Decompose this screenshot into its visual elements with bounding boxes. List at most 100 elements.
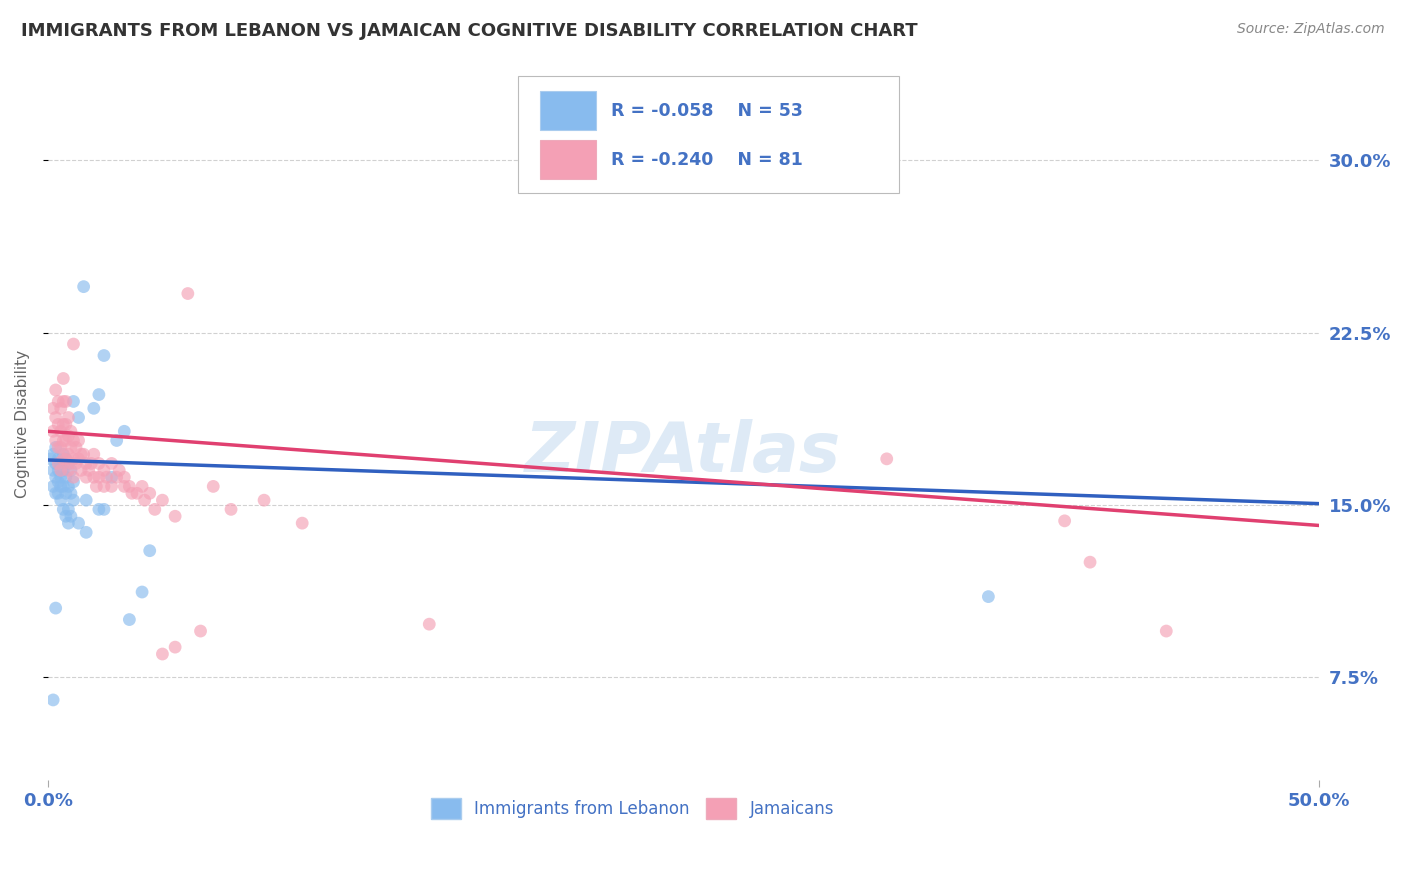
Point <box>46 394 69 409</box>
Point <box>49 401 72 416</box>
Point <box>45 383 67 397</box>
Point <box>100 470 122 484</box>
Point <box>58 516 80 530</box>
Point <box>112 479 135 493</box>
Point <box>46 475 69 489</box>
Point <box>52 479 75 493</box>
Point <box>83 401 105 416</box>
Point <box>49 493 72 508</box>
Text: R = -0.058    N = 53: R = -0.058 N = 53 <box>612 102 803 120</box>
Point <box>46 463 69 477</box>
Point <box>52 447 75 461</box>
Point <box>108 463 131 477</box>
Point <box>83 447 105 461</box>
Point <box>72 447 94 461</box>
Point <box>42 463 65 477</box>
Point <box>152 493 174 508</box>
Point <box>93 349 115 363</box>
Point <box>45 457 67 471</box>
Point <box>52 502 75 516</box>
Point <box>138 543 160 558</box>
Point <box>45 601 67 615</box>
Point <box>100 457 122 471</box>
Point <box>58 410 80 425</box>
Point <box>131 585 153 599</box>
Point <box>59 486 82 500</box>
Point <box>52 451 75 466</box>
Point <box>45 441 67 455</box>
Point <box>67 451 90 466</box>
Point <box>62 451 84 466</box>
Point <box>87 387 110 401</box>
Point <box>86 479 108 493</box>
Point <box>75 525 97 540</box>
Point <box>131 479 153 493</box>
Point <box>418 617 440 632</box>
Point <box>46 451 69 466</box>
Point <box>65 441 87 455</box>
Point <box>87 502 110 516</box>
Point <box>75 493 97 508</box>
Point <box>59 463 82 477</box>
Text: R = -0.240    N = 81: R = -0.240 N = 81 <box>612 151 803 169</box>
Point <box>121 486 143 500</box>
Point <box>55 434 77 448</box>
Point <box>49 425 72 439</box>
Point <box>876 451 898 466</box>
Point <box>70 463 93 477</box>
Point <box>46 486 69 500</box>
Point <box>202 479 225 493</box>
Point <box>52 463 75 477</box>
Point <box>55 486 77 500</box>
Point <box>1078 555 1101 569</box>
Y-axis label: Cognitive Disability: Cognitive Disability <box>15 351 30 499</box>
FancyBboxPatch shape <box>540 91 596 129</box>
Point <box>67 410 90 425</box>
Point <box>62 337 84 351</box>
Point <box>55 451 77 466</box>
Point <box>62 394 84 409</box>
Point <box>58 447 80 461</box>
Legend: Immigrants from Lebanon, Jamaicans: Immigrants from Lebanon, Jamaicans <box>425 792 841 825</box>
Point <box>165 509 187 524</box>
Point <box>49 463 72 477</box>
Point <box>72 279 94 293</box>
Point <box>46 441 69 455</box>
Point <box>93 463 115 477</box>
Point <box>45 434 67 448</box>
Point <box>58 429 80 443</box>
Point <box>87 457 110 471</box>
Point <box>39 451 62 466</box>
Point <box>46 417 69 432</box>
Point <box>87 470 110 484</box>
Point <box>55 394 77 409</box>
Point <box>112 425 135 439</box>
Point <box>190 624 212 638</box>
Point <box>165 640 187 654</box>
Point <box>62 434 84 448</box>
Point <box>52 394 75 409</box>
FancyBboxPatch shape <box>519 76 900 193</box>
Point <box>152 647 174 661</box>
Point <box>46 457 69 471</box>
Point <box>58 479 80 493</box>
Point <box>59 441 82 455</box>
Point <box>291 516 314 530</box>
Point <box>143 502 166 516</box>
Text: IMMIGRANTS FROM LEBANON VS JAMAICAN COGNITIVE DISABILITY CORRELATION CHART: IMMIGRANTS FROM LEBANON VS JAMAICAN COGN… <box>21 22 918 40</box>
Point <box>75 457 97 471</box>
Point <box>59 457 82 471</box>
Point <box>59 509 82 524</box>
Point <box>49 470 72 484</box>
Point <box>118 613 141 627</box>
Point <box>93 479 115 493</box>
Point <box>45 410 67 425</box>
Point <box>59 425 82 439</box>
Point <box>45 470 67 484</box>
Point <box>67 434 90 448</box>
Point <box>65 457 87 471</box>
Point <box>118 479 141 493</box>
Point <box>1053 514 1076 528</box>
Point <box>42 479 65 493</box>
Point <box>134 493 156 508</box>
